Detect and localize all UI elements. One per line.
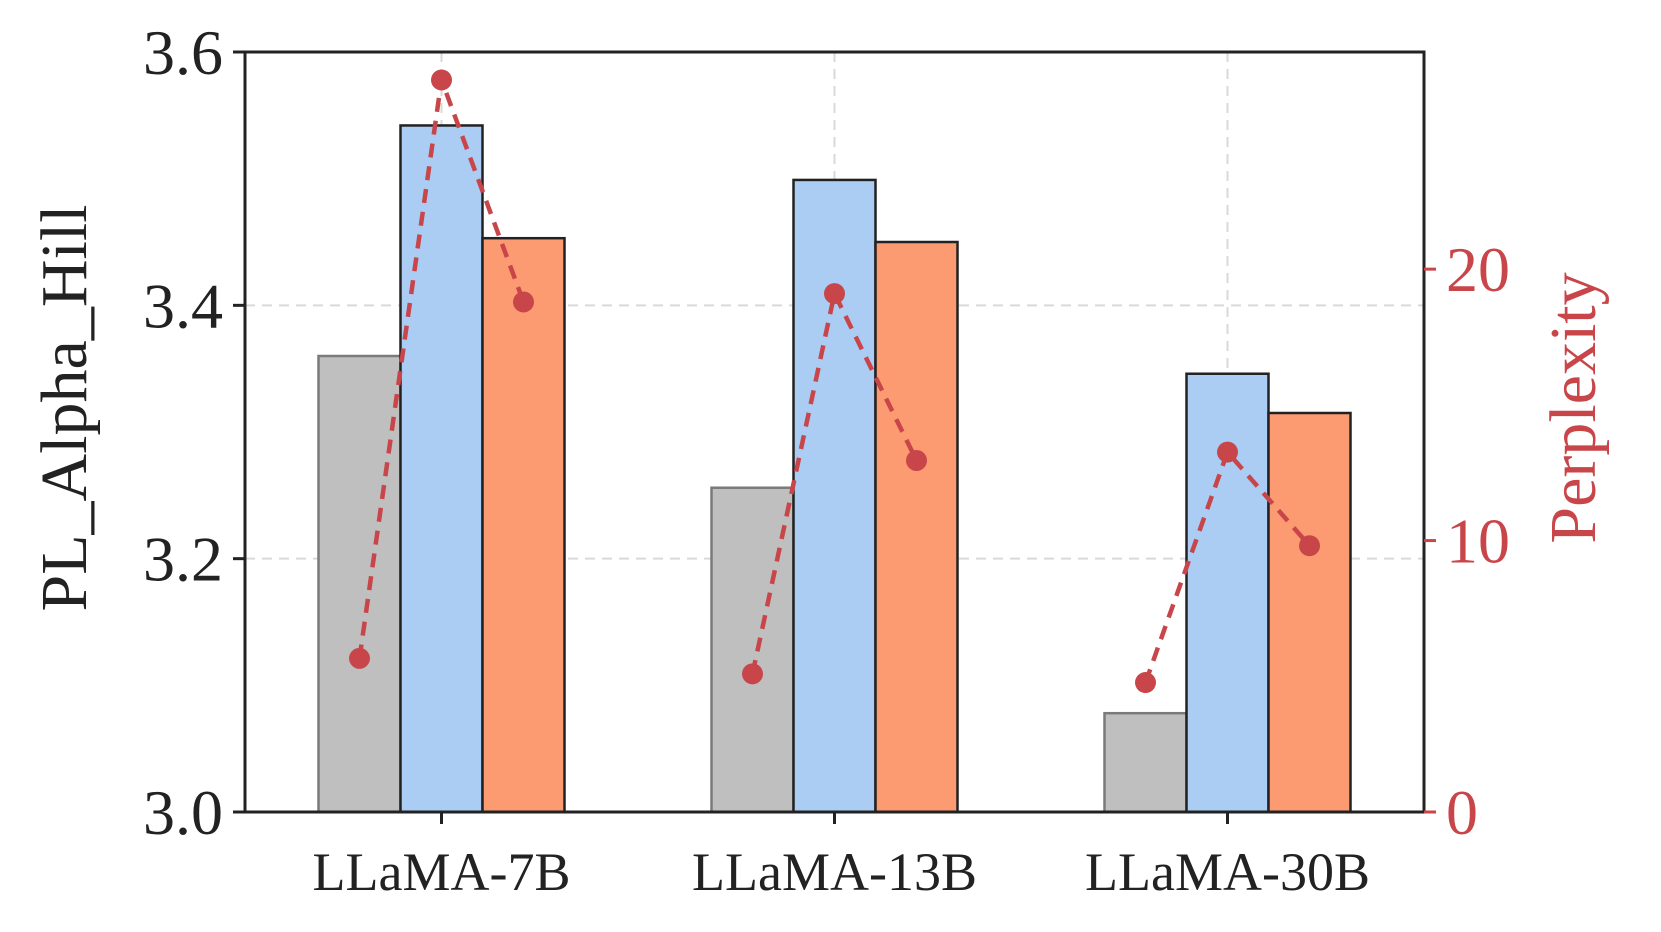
x-tick-label: LLaMA-30B	[1085, 842, 1370, 902]
bar	[481, 236, 566, 814]
perplexity-point	[1217, 441, 1238, 463]
bar	[792, 178, 877, 814]
left-tick-label: 3.4	[143, 270, 223, 341]
perplexity-point	[906, 450, 927, 471]
secondary-y-axis-title: Perplexity	[1537, 272, 1610, 543]
x-axis: LLaMA-7B LLaMA-13B LLaMA-30B	[313, 812, 1370, 902]
perplexity-series	[349, 69, 1320, 694]
y-axis-title: PL_Alpha_Hill	[28, 205, 101, 612]
x-tick-label: LLaMA-7B	[313, 842, 571, 902]
right-axis: 0 10 20	[1424, 234, 1510, 848]
perplexity-point	[824, 283, 845, 305]
x-tick-label: LLaMA-13B	[692, 842, 977, 902]
perplexity-point	[1135, 672, 1156, 694]
left-tick-label: 3.2	[143, 524, 223, 595]
left-tick-label: 3.0	[143, 777, 223, 848]
bar	[399, 124, 484, 814]
perplexity-point	[742, 663, 763, 685]
perplexity-point	[349, 647, 370, 669]
perplexity-point	[431, 69, 452, 91]
bar	[1103, 711, 1188, 814]
bars	[317, 124, 1352, 814]
right-tick-label: 0	[1446, 777, 1478, 848]
bar	[1267, 411, 1352, 814]
perplexity-line	[750, 286, 919, 675]
right-tick-label: 10	[1446, 506, 1510, 577]
bar	[874, 240, 959, 814]
perplexity-point	[1299, 535, 1320, 557]
bar	[710, 486, 795, 814]
left-tick-label: 3.6	[143, 17, 223, 88]
perplexity-point	[513, 291, 534, 313]
perplexity-line	[1143, 447, 1312, 684]
bar	[317, 354, 402, 814]
left-axis: 3.0 3.2 3.4 3.6	[143, 17, 245, 848]
bar	[1185, 372, 1270, 814]
right-tick-label: 20	[1446, 234, 1510, 305]
